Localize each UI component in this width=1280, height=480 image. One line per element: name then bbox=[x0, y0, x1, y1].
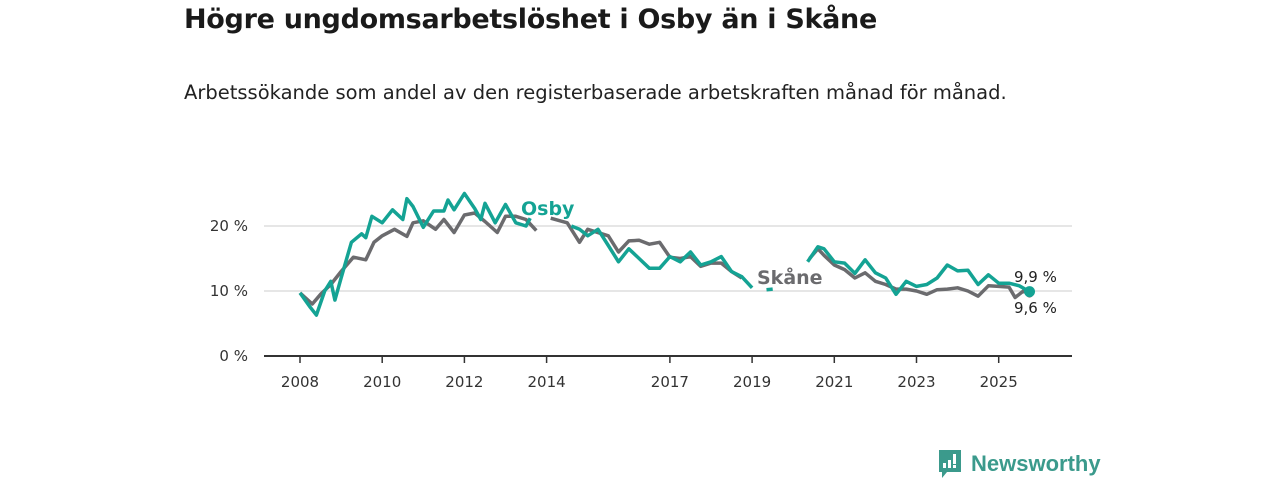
end-label-skane: 9,6 % bbox=[1014, 299, 1057, 317]
series-line-skåne bbox=[298, 211, 1031, 306]
end-point-osby bbox=[1024, 286, 1036, 298]
newsworthy-logo-icon bbox=[939, 450, 961, 478]
y-tick-label: 0 % bbox=[219, 347, 248, 365]
newsworthy-logo: Newsworthy bbox=[937, 449, 1101, 479]
series-line-osby bbox=[298, 191, 1031, 317]
page-title: Högre ungdomsarbetslöshet i Osby än i Sk… bbox=[184, 4, 877, 35]
x-tick-label: 2021 bbox=[815, 373, 853, 391]
x-tick-label: 2012 bbox=[445, 373, 483, 391]
x-tick-label: 2025 bbox=[980, 373, 1018, 391]
y-tick-label: 10 % bbox=[210, 282, 248, 300]
x-tick-label: 2017 bbox=[651, 373, 689, 391]
x-tick-label: 2014 bbox=[528, 373, 566, 391]
end-label-osby: 9,9 % bbox=[1014, 268, 1057, 286]
series-label-osby: Osby bbox=[521, 198, 575, 220]
chart-subtitle: Arbetssökande som andel av den registerb… bbox=[184, 81, 1007, 104]
x-tick-label: 2008 bbox=[281, 373, 319, 391]
x-tick-label: 2023 bbox=[897, 373, 935, 391]
x-tick-label: 2019 bbox=[733, 373, 771, 391]
x-tick-label: 2010 bbox=[363, 373, 401, 391]
logo-text: Newsworthy bbox=[971, 451, 1101, 476]
series-label-skane: Skåne bbox=[757, 265, 823, 289]
y-tick-label: 20 % bbox=[210, 217, 248, 235]
